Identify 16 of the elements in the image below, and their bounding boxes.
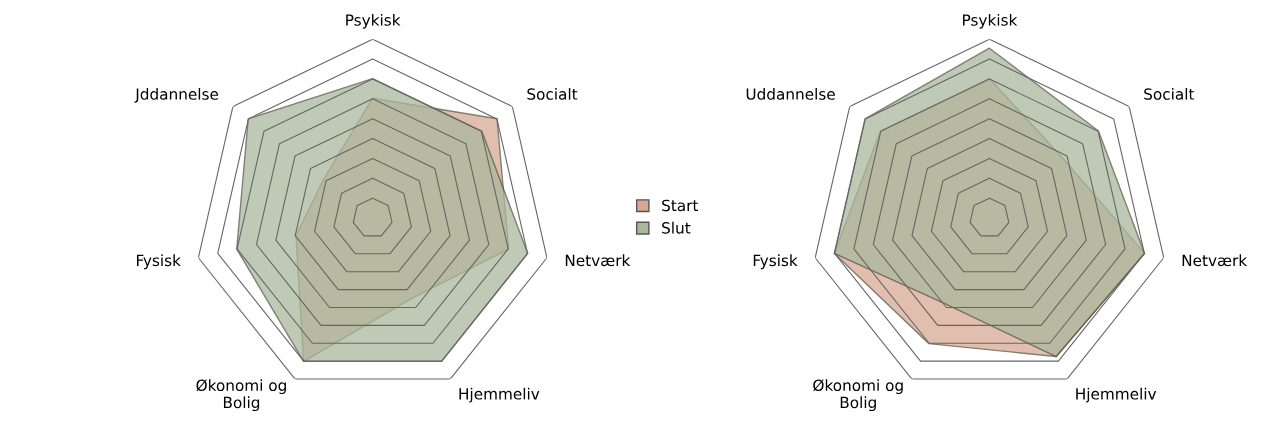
legend-label: Start [662,199,699,212]
spoke-label: Fysisk [753,254,798,270]
spoke-label: Socialt [1144,88,1195,100]
spoke-label: Fysisk [137,254,181,270]
spoke-label: Økonomi og Bolig [196,379,286,412]
spoke-label: Hjemmeliv [459,387,540,403]
spoke-label: Uddannelse [746,88,835,100]
spoke-label: Jddannelse [134,88,219,103]
spoke-label: Socialt [527,88,578,100]
spoke-label: Psykisk [963,13,1018,29]
spoke-label: Netværk [1182,254,1248,267]
spoke-label: Økonomi og Bolig [813,379,903,412]
spoke-label: Psykisk [346,13,401,29]
spoke-label: Hjemmeliv [1076,387,1157,403]
spoke-label: Netværk [565,254,631,267]
legend-label: Slut [662,221,691,234]
